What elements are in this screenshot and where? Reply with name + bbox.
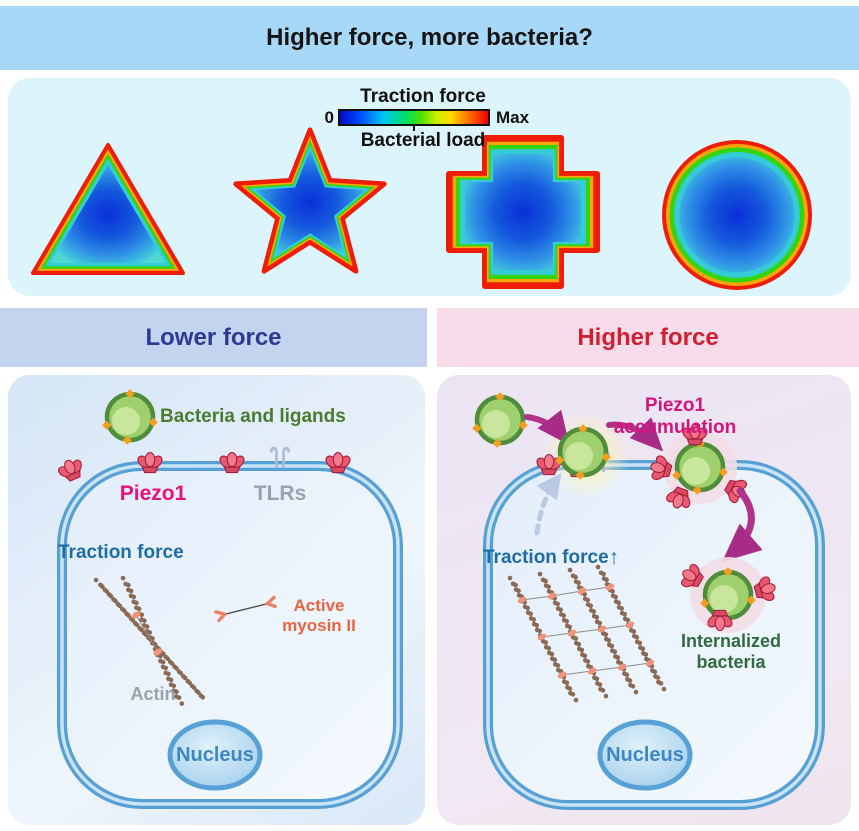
- higher-force-header: Higher force: [437, 308, 859, 367]
- heatmap-cross: [446, 135, 600, 289]
- heatmap-circle: [662, 140, 812, 290]
- traction-force-label: Traction force: [58, 542, 184, 563]
- nucleus-shape: [167, 719, 263, 791]
- piezo1-accumulation-label: Piezo1 accumulation: [613, 395, 737, 438]
- nucleus-label: Nucleus: [606, 744, 684, 766]
- bacteria-ligands-label: Bacteria and ligands: [160, 406, 346, 427]
- colorbar-gradient: [338, 109, 490, 126]
- internalized-bacteria-label: Internalized bacteria: [680, 631, 782, 672]
- title-banner: Higher force, more bacteria?: [0, 6, 859, 70]
- heatmap-star: [233, 127, 387, 274]
- lower-force-panel: Bacteria and ligands Piezo1 TLRs Tractio…: [8, 375, 425, 825]
- piezo1-label: Piezo1: [119, 482, 187, 505]
- step-arrow-1: [524, 409, 570, 446]
- colorbar-title: Traction force: [360, 86, 486, 107]
- colorbar-min-label: 0: [324, 108, 334, 127]
- traction-heatmap-panel: Traction force 0 Max Bacterial load: [8, 78, 851, 296]
- lower-force-cell-drawing: [54, 375, 403, 809]
- higher-force-panel: Piezo1 accumulation Traction force↑ Inte…: [437, 375, 851, 825]
- myosin-crosslinks: [517, 583, 655, 679]
- colorbar-max-label: Max: [496, 108, 530, 127]
- higher-force-cell-drawing: [437, 375, 825, 810]
- actin-label: Actin: [130, 684, 176, 704]
- myosin-crosslinks: [131, 611, 163, 656]
- heatmap-triangle: [31, 143, 185, 275]
- traction-force-increase-label: Traction force↑: [483, 546, 620, 569]
- actin-network: [507, 564, 668, 705]
- myosin-ii-icon: [214, 595, 277, 623]
- lower-force-header: Lower force: [0, 308, 427, 367]
- feedback-dashed-arrow: [534, 472, 562, 536]
- nucleus-shape: [597, 719, 693, 791]
- step-arrow-2: [606, 417, 664, 452]
- internalization-arrow: [722, 487, 763, 562]
- bacterium-icon: [102, 389, 158, 445]
- higher-force-header-label: Higher force: [577, 323, 719, 351]
- approaching-bacterium: [472, 392, 528, 448]
- up-arrow-icon: ↑: [608, 546, 620, 569]
- lower-force-header-label: Lower force: [145, 323, 282, 351]
- nucleus-label: Nucleus: [176, 744, 254, 766]
- internalized-bacterium: [676, 557, 779, 633]
- accumulation-bacterium: [647, 424, 752, 513]
- tlrs-label: TLRs: [253, 482, 307, 505]
- colorbar-subtitle: Bacterial load: [360, 130, 486, 151]
- figure-title: Higher force, more bacteria?: [266, 24, 593, 51]
- colorbar-tick: [413, 126, 415, 131]
- piezo1-channel-icon: [54, 454, 89, 486]
- heatmap-shapes: [31, 127, 812, 290]
- active-myosin-label: Active myosin II: [282, 596, 356, 635]
